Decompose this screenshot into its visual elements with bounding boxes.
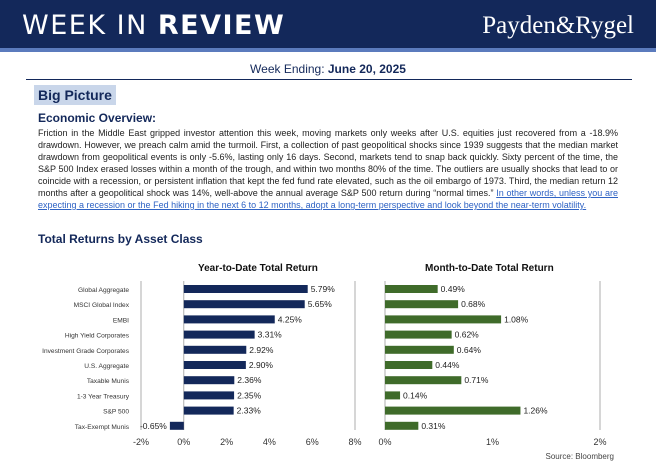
- category-label: Taxable Munis: [87, 378, 130, 385]
- ytd-data-label: 2.92%: [249, 345, 274, 355]
- header-accent-bar: [0, 48, 656, 52]
- divider: [26, 79, 632, 80]
- ytd-tick-label: 2%: [220, 437, 233, 447]
- ytd-tick-label: 0%: [177, 437, 190, 447]
- mtd-data-label: 1.08%: [504, 314, 529, 324]
- category-label: Global Aggregate: [78, 287, 129, 294]
- mtd-data-label: 0.62%: [455, 330, 480, 340]
- economic-overview-paragraph: Friction in the Middle East gripped inve…: [38, 128, 618, 210]
- mtd-data-label: 0.49%: [441, 284, 466, 294]
- ytd-bar: [183, 345, 247, 354]
- mtd-bar: [385, 285, 438, 293]
- ytd-bar: [183, 285, 308, 293]
- total-returns-heading: Total Returns by Asset Class: [38, 232, 203, 246]
- ytd-data-label: 5.65%: [308, 299, 333, 309]
- category-label: U.S. Aggregate: [84, 363, 129, 370]
- mtd-bar: [385, 300, 459, 309]
- mtd-data-label: 0.64%: [457, 345, 482, 355]
- ytd-bar: [183, 376, 235, 385]
- mtd-data-label: 0.14%: [403, 390, 428, 400]
- ytd-bar: [183, 406, 234, 415]
- ytd-chart-title: Year-to-Date Total Return: [198, 263, 318, 274]
- mtd-bar: [385, 330, 452, 339]
- ytd-data-label: 4.25%: [278, 314, 303, 324]
- mtd-data-label: 0.68%: [461, 299, 486, 309]
- category-label: EMBI: [113, 317, 129, 324]
- mtd-bar: [385, 376, 462, 385]
- company-logo: Payden&Rygel: [482, 12, 634, 39]
- mtd-data-label: 1.26%: [523, 406, 548, 416]
- mtd-bar: [385, 406, 521, 415]
- mtd-bar: [385, 421, 419, 430]
- economic-overview-heading: Economic Overview:: [38, 111, 157, 125]
- ytd-tick-label: 4%: [263, 437, 276, 447]
- ytd-data-label: 2.35%: [237, 390, 262, 400]
- ytd-bar: [183, 315, 275, 324]
- header-banner: WEEK IN REVIEW Payden&Rygel: [0, 0, 656, 52]
- mtd-bar: [385, 345, 454, 354]
- ytd-data-label: -0.65%: [140, 421, 167, 431]
- category-label: Investment Grade Corporates: [42, 348, 130, 355]
- category-label: High Yield Corporates: [65, 333, 130, 340]
- ytd-tick-label: 8%: [348, 437, 361, 447]
- category-label: MSCI Global Index: [74, 302, 130, 309]
- ytd-data-label: 3.31%: [258, 330, 283, 340]
- ytd-bar: [183, 300, 305, 309]
- mtd-chart-title: Month-to-Date Total Return: [425, 263, 554, 274]
- ytd-tick-label: -2%: [133, 437, 149, 447]
- mtd-data-label: 0.44%: [435, 360, 460, 370]
- mtd-data-label: 0.31%: [421, 421, 446, 431]
- ytd-bar: [183, 330, 255, 339]
- mtd-bar: [385, 391, 401, 400]
- mtd-bar: [385, 361, 433, 369]
- ytd-bar: [169, 421, 184, 430]
- ytd-data-label: 2.90%: [249, 360, 274, 370]
- mtd-tick-label: 0%: [378, 437, 391, 447]
- mtd-bar: [385, 315, 502, 324]
- ytd-bar: [183, 361, 246, 369]
- source-note: Source: Bloomberg: [545, 452, 614, 461]
- category-label: 1-3 Year Treasury: [77, 393, 130, 400]
- page-title: WEEK IN REVIEW: [22, 10, 286, 41]
- ytd-tick-label: 6%: [306, 437, 319, 447]
- week-ending: Week Ending: June 20, 2025: [250, 62, 406, 76]
- ytd-data-label: 2.36%: [237, 375, 262, 385]
- ytd-bar: [183, 391, 235, 400]
- category-label: Tax-Exempt Munis: [75, 424, 130, 431]
- mtd-data-label: 0.71%: [464, 375, 489, 385]
- overview-link[interactable]: In other words, unless you are expecting…: [38, 188, 618, 210]
- mtd-tick-label: 1%: [486, 437, 499, 447]
- section-heading-big-picture: Big Picture: [34, 85, 116, 105]
- category-label: S&P 500: [103, 409, 129, 416]
- ytd-data-label: 2.33%: [237, 406, 262, 416]
- ytd-data-label: 5.79%: [311, 284, 336, 294]
- mtd-tick-label: 2%: [593, 437, 606, 447]
